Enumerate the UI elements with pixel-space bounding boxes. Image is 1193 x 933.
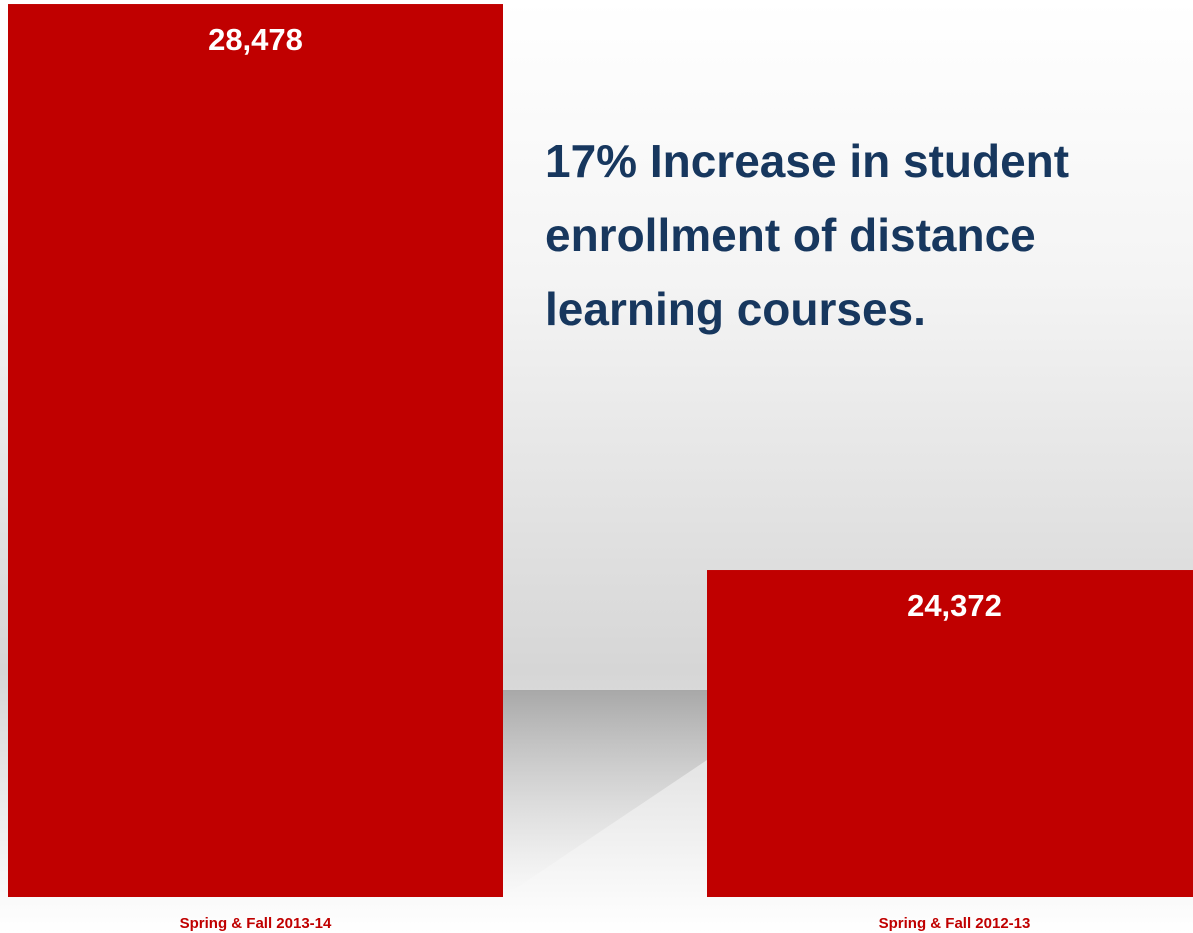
shadow <box>503 690 707 897</box>
data-label: 28,478 <box>208 22 303 57</box>
bar <box>8 4 503 898</box>
bar <box>707 570 1193 897</box>
x-tick-label: Spring & Fall 2013-14 <box>180 915 332 932</box>
annotation: 17% Increase in student enrollment of di… <box>545 135 1070 335</box>
x-tick-label: Spring & Fall 2012-13 <box>879 915 1031 932</box>
data-label: 24,372 <box>907 588 1002 623</box>
